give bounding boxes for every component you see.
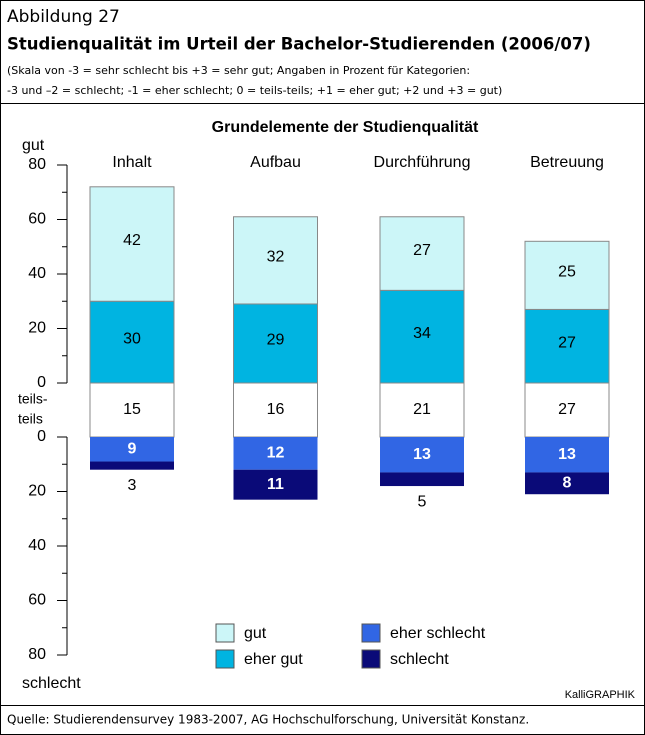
bar-segment xyxy=(380,437,464,473)
data-label: 3 xyxy=(128,477,137,494)
bar-segment xyxy=(89,186,175,302)
y-tick-label: 0 xyxy=(37,374,46,391)
legend-swatch xyxy=(215,649,235,669)
data-label: 27 xyxy=(558,334,576,351)
legend-label: schlecht xyxy=(390,651,449,668)
bar-segment xyxy=(524,382,610,438)
data-label: 27 xyxy=(413,242,431,259)
y-tick-label: 20 xyxy=(28,483,46,500)
data-label: 34 xyxy=(413,325,431,342)
data-label: 42 xyxy=(123,232,141,249)
y-tick-label: 20 xyxy=(28,320,46,337)
bar-segment xyxy=(233,469,318,500)
credit: KalliGRAPHIK xyxy=(565,689,636,701)
data-label: 9 xyxy=(128,440,137,457)
legend-swatch xyxy=(215,623,235,643)
y-tick-label: 40 xyxy=(28,265,46,282)
category-label: Betreuung xyxy=(530,154,604,171)
axis-label-top: gut xyxy=(22,137,45,154)
bar-segment xyxy=(89,300,175,384)
data-label: 12 xyxy=(267,445,285,462)
data-label: 30 xyxy=(123,330,141,347)
bar-segment xyxy=(90,461,174,470)
data-label: 29 xyxy=(267,332,285,349)
legend-label: gut xyxy=(244,625,267,642)
note: -3 und –2 = schlecht; -1 = eher schlecht… xyxy=(7,84,502,97)
note: (Skala von -3 = sehr schlecht bis +3 = s… xyxy=(7,64,470,77)
data-label: 15 xyxy=(123,401,141,418)
legend-swatch xyxy=(361,623,381,643)
y-tick-label: 80 xyxy=(28,646,46,663)
bar-segment xyxy=(380,472,464,487)
axis-label-bottom: schlecht xyxy=(22,675,81,692)
data-label: 32 xyxy=(267,249,285,266)
data-label: 11 xyxy=(267,476,284,493)
bar-segment xyxy=(233,216,318,305)
bar-segment xyxy=(524,240,610,310)
category-label: Aufbau xyxy=(250,154,301,171)
bar-segment xyxy=(90,437,174,462)
bar-segment xyxy=(233,437,318,470)
source: Quelle: Studierendensurvey 1983-2007, AG… xyxy=(7,713,529,727)
y-tick-label: 60 xyxy=(28,211,46,228)
category-label: Inhalt xyxy=(112,154,152,171)
bar-segment xyxy=(379,216,465,291)
axis-label-mid: teils xyxy=(18,411,43,427)
y-tick-label: 0 xyxy=(37,428,46,445)
data-label: 5 xyxy=(418,493,427,510)
y-tick-label: 60 xyxy=(28,592,46,609)
bar-segment xyxy=(525,437,609,473)
figure-label: Abbildung 27 xyxy=(7,7,120,27)
legend-swatch xyxy=(361,649,381,669)
bar-segment xyxy=(379,289,465,384)
legend-label: eher schlecht xyxy=(390,625,486,642)
legend-label: eher gut xyxy=(244,651,303,668)
data-label: 25 xyxy=(558,264,576,281)
bar-segment xyxy=(233,382,318,438)
y-tick-label: 80 xyxy=(28,156,46,173)
data-label: 8 xyxy=(563,475,572,492)
bar-segment xyxy=(524,308,610,384)
data-label: 13 xyxy=(558,446,576,463)
data-label: 13 xyxy=(413,446,431,463)
axis-label-mid: teils- xyxy=(18,391,48,407)
chart-title: Grundelemente der Studienqualität xyxy=(212,119,479,136)
data-label: 27 xyxy=(558,401,576,418)
data-label: 16 xyxy=(267,401,285,418)
title: Studienqualität im Urteil der Bachelor-S… xyxy=(7,35,591,54)
data-label: 21 xyxy=(413,401,431,418)
bar-segment xyxy=(379,382,465,438)
category-label: Durchführung xyxy=(374,154,471,171)
bar-segment xyxy=(525,472,609,495)
y-tick-label: 40 xyxy=(28,537,46,554)
